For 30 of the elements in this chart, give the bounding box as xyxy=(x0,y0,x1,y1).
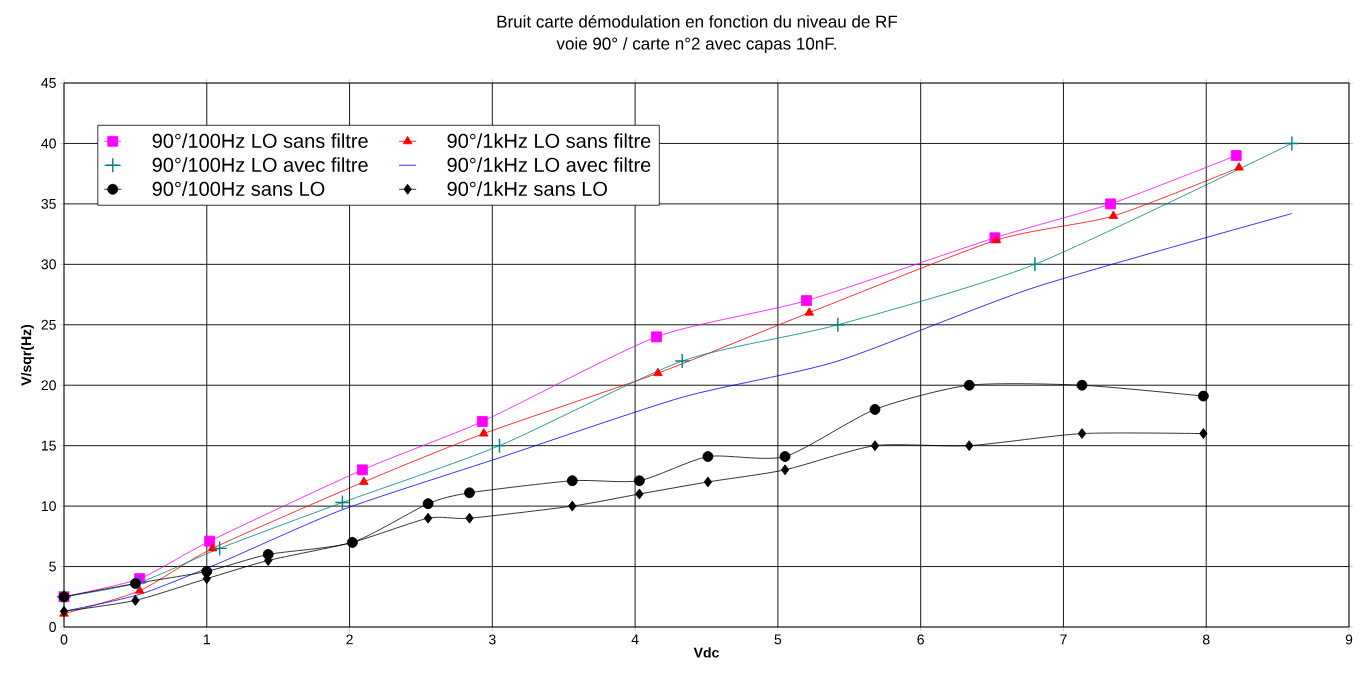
x-tick-label: 3 xyxy=(488,634,496,645)
chart-title: Bruit carte démodulation en fonction du niveau de RF xyxy=(497,14,898,28)
y-tick-label: 25 xyxy=(41,319,56,330)
y-tick-label: 40 xyxy=(41,138,56,149)
y-tick-label: 45 xyxy=(41,78,56,88)
x-tick-label: 4 xyxy=(631,634,639,645)
legend-label: 90°/1kHz sans LO xyxy=(447,181,607,196)
y-tick-label: 15 xyxy=(41,440,56,451)
x-tick-label: 6 xyxy=(917,634,924,645)
y-tick-label: 10 xyxy=(41,501,56,512)
y-tick-label: 30 xyxy=(41,259,56,270)
x-axis-title: Vdc xyxy=(693,647,719,658)
y-tick-label: 35 xyxy=(41,198,56,209)
x-tick-label: 9 xyxy=(1345,634,1353,645)
legend-label: 90°/1kHz LO sans filtre xyxy=(447,133,651,148)
chart-subtitle: voie 90° / carte n°2 avec capas 10nF. xyxy=(556,37,836,54)
y-tick-label: 20 xyxy=(41,380,56,391)
legend-label: 90°/1kHz LO avec filtre xyxy=(447,157,651,172)
x-tick-label: 0 xyxy=(60,634,68,645)
legend-label: 90°/100Hz LO sans filtre xyxy=(152,133,368,148)
y-tick-label: 0 xyxy=(49,622,56,632)
y-axis-title: V/sqr(Hz) xyxy=(20,324,35,386)
x-tick-label: 1 xyxy=(203,634,210,645)
x-tick-label: 5 xyxy=(774,634,782,645)
x-tick-label: 7 xyxy=(1060,634,1067,645)
x-tick-label: 8 xyxy=(1202,634,1210,645)
legend-label: 90°/100Hz LO avec filtre xyxy=(152,157,368,172)
y-tick-label: 5 xyxy=(49,561,56,572)
x-tick-label: 2 xyxy=(346,634,353,645)
legend-label: 90°/100Hz sans LO xyxy=(152,181,325,196)
